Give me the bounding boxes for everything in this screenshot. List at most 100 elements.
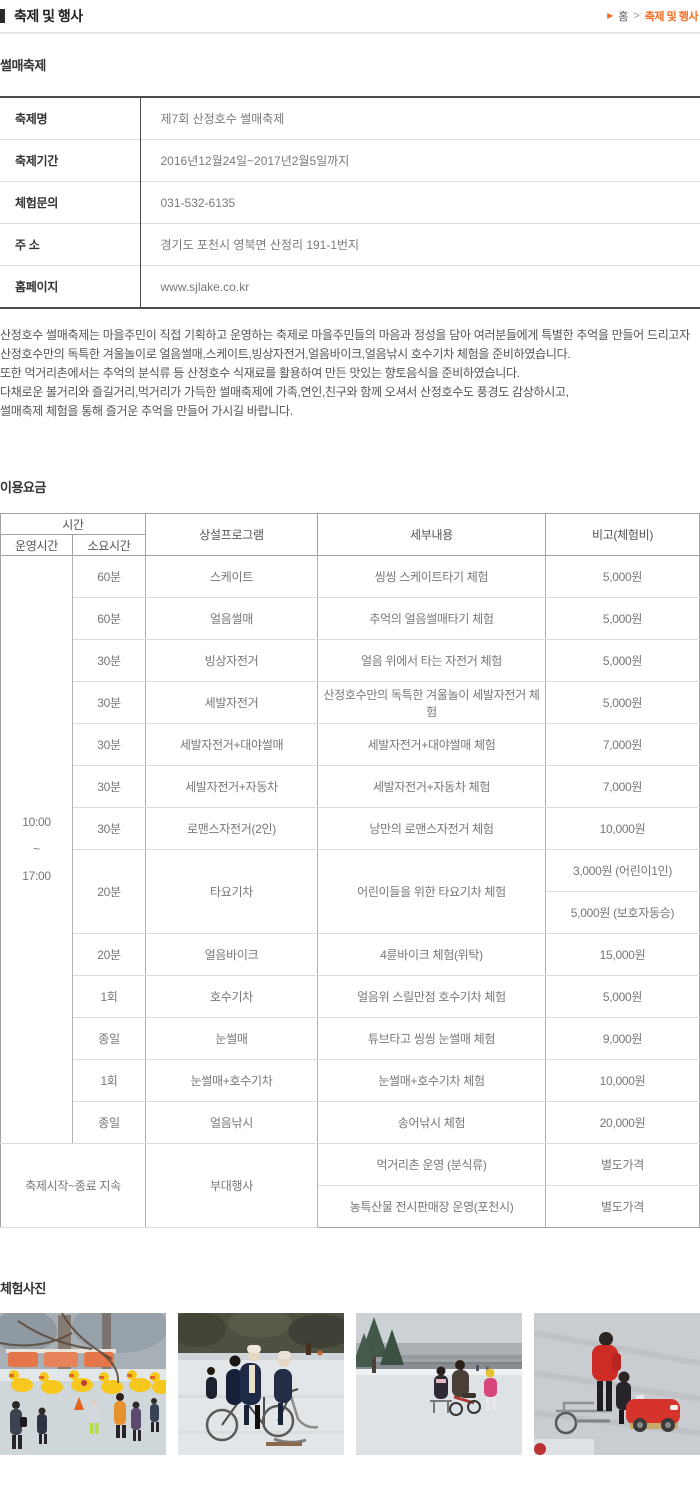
fee-detail: 산정호수만의 독특한 겨울놀이 세발자전거 체험: [317, 681, 547, 724]
fee-row: 10:00 ~17:00 60분 스케이트 씽씽 스케이트타기 체험 5,000원: [0, 555, 700, 1144]
fee-duration: 20분: [71, 849, 147, 934]
festival-page: 축제 및 행사 ▶ 홈 > 축제 및 행사 썰매축제 축제명 제7회 산정호수 썰…: [0, 0, 700, 1455]
photo-ice-cart-image: [534, 1313, 700, 1455]
fee-duration: 30분: [71, 807, 147, 850]
page-header: 축제 및 행사 ▶ 홈 > 축제 및 행사: [0, 0, 700, 34]
fee-duration: 60분: [71, 597, 147, 640]
breadcrumb: ▶ 홈 > 축제 및 행사: [607, 8, 698, 24]
fee-row: 종일 눈썰매 튜브타고 씽씽 눈썰매 체험 9,000원: [1, 1017, 700, 1060]
fee-detail: 얼음위 스릴만점 호수기차 체험: [317, 975, 547, 1018]
fee-price: 15,000원: [545, 933, 700, 976]
fee-header-row: 시간 상설프로그램 세부내용 비고(체험비): [0, 513, 700, 556]
fee-program: 눈썰매: [145, 1017, 319, 1060]
fee-detail: 4륜바이크 체험(위탁): [317, 933, 547, 976]
fee-price: 5,000원: [545, 975, 700, 1018]
description-line: 썰매축제 체험을 통해 즐거운 추억을 만들어 가시길 바랍니다.: [0, 404, 293, 418]
fee-duration: 30분: [71, 723, 147, 766]
fee-price: 별도가격: [545, 1143, 700, 1186]
page-title: 축제 및 행사: [14, 8, 83, 24]
fee-program: 호수기차: [145, 975, 319, 1018]
operating-time-line: ~: [33, 842, 40, 856]
photo-ice-cart-with-toy-car: [534, 1313, 700, 1455]
photo-ice-bicycles: [178, 1313, 344, 1455]
fee-program: 얼음바이크: [145, 933, 319, 976]
photo-duck-boats-image: [0, 1313, 166, 1455]
fee-row: 30분 세발자전거+자동차 세발자전거+자동차 체험 7,000원: [1, 765, 700, 808]
description-line: 산정호수 썰매축제는 마을주민이 직접 기획하고 운영하는 축제로 마을주민들의…: [0, 328, 690, 342]
info-label: 주 소: [0, 223, 141, 266]
fee-table-head: 시간 상설프로그램 세부내용 비고(체험비) 운영시간 소요시간: [0, 513, 700, 556]
photos-section: 체험사진: [0, 1278, 700, 1455]
fee-detail: 튜브타고 씽씽 눈썰매 체험: [317, 1017, 547, 1060]
info-value: 경기도 포천시 영북면 산정리 191-1번지: [140, 223, 700, 266]
fee-program: 세발자전거+자동차: [145, 765, 319, 808]
operating-time-line: 17:00: [22, 869, 51, 883]
fee-row: 1회 눈썰매+호수기차 눈썰매+호수기차 체험 10,000원: [1, 1059, 700, 1102]
fee-duration: 30분: [71, 765, 147, 808]
fee-row: 60분 얼음썰매 추억의 얼음썰매타기 체험 5,000원: [1, 597, 700, 640]
info-value[interactable]: www.sjlake.co.kr: [140, 265, 700, 308]
fee-header-detail: 세부내용: [317, 513, 547, 556]
info-label: 체험문의: [0, 181, 141, 224]
fee-program: 타요기차: [145, 849, 319, 934]
info-value: 2016년12월24일~2017년2월5일까지: [140, 139, 700, 182]
fee-price: 20,000원: [545, 1101, 700, 1144]
info-label: 축제명: [0, 97, 141, 140]
fee-duration: 60분: [71, 555, 147, 598]
fee-row: 30분 빙상자전거 얼음 위에서 타는 자전거 체험 5,000원: [1, 639, 700, 682]
fee-program: 세발자전거: [145, 681, 319, 724]
photo-row: [0, 1313, 700, 1455]
fee-program: 로맨스자전거(2인): [145, 807, 319, 850]
fee-price: 5,000원: [545, 639, 700, 682]
fee-row: 1회 호수기차 얼음위 스릴만점 호수기차 체험 5,000원: [1, 975, 700, 1018]
fee-price: 5,000원 (보호자동승): [545, 891, 700, 934]
fee-duration: 30분: [71, 639, 147, 682]
fee-program: 빙상자전거: [145, 639, 319, 682]
fee-table: 시간 상설프로그램 세부내용 비고(체험비) 운영시간 소요시간 10:00 ~1…: [0, 513, 700, 1228]
fee-operating-time: 10:00 ~17:00: [0, 555, 73, 1144]
fee-duration: 20분: [71, 933, 147, 976]
fee-row: 20분 얼음바이크 4륜바이크 체험(위탁) 15,000원: [1, 933, 700, 976]
fee-detail: 얼음 위에서 타는 자전거 체험: [317, 639, 547, 682]
info-value: 031-532-6135: [140, 181, 700, 224]
photo-ice-bicycles-image: [178, 1313, 344, 1455]
fee-header-duration: 소요시간: [71, 534, 147, 556]
fee-row: 종일 얼음낚시 송어낚시 체험 20,000원: [1, 1101, 700, 1144]
fee-header-time-group: 시간: [0, 513, 147, 535]
fee-duration: 종일: [71, 1017, 147, 1060]
fee-program: 얼음낚시: [145, 1101, 319, 1144]
fee-detail: 세발자전거+자동차 체험: [317, 765, 547, 808]
fee-row: 30분 로맨스자전거(2인) 낭만의 로맨스자전거 체험 10,000원: [1, 807, 700, 850]
fee-duration: 1회: [71, 1059, 147, 1102]
fee-detail: 송어낚시 체험: [317, 1101, 547, 1144]
photo-ice-sled-trikes: [356, 1313, 522, 1455]
fee-duration: 30분: [71, 681, 147, 724]
fee-price: 10,000원: [545, 1059, 700, 1102]
fee-row: 30분 세발자전거+대야썰매 세발자전거+대야썰매 체험 7,000원: [1, 723, 700, 766]
fee-price: 10,000원: [545, 807, 700, 850]
fee-price: 5,000원: [545, 555, 700, 598]
description-line: 또한 먹거리촌에서는 추억의 분식류 등 산정호수 식재료를 활용하여 만든 맛…: [0, 366, 520, 380]
fee-price: 별도가격: [545, 1185, 700, 1228]
title-bullet-icon: [0, 9, 5, 23]
breadcrumb-current: 축제 및 행사: [644, 11, 699, 23]
fee-detail: 추억의 얼음썰매타기 체험: [317, 597, 547, 640]
info-row: 축제기간 2016년12월24일~2017년2월5일까지: [0, 139, 700, 182]
fee-footer-program: 부대행사: [145, 1143, 319, 1228]
fee-row: 30분 세발자전거 산정호수만의 독특한 겨울놀이 세발자전거 체험 5,000원: [1, 681, 700, 724]
sled-festival-section: 썰매축제 축제명 제7회 산정호수 썰매축제 축제기간 2016년12월24일~201…: [0, 55, 700, 421]
photo-duck-boats-on-ice: [0, 1313, 166, 1455]
breadcrumb-arrow-icon: ▶: [607, 11, 614, 20]
fee-detail: 눈썰매+호수기차 체험: [317, 1059, 547, 1102]
sled-festival-title: 썰매축제: [0, 58, 46, 73]
breadcrumb-separator: >: [633, 10, 640, 22]
photo-ice-sled-trikes-image: [356, 1313, 522, 1455]
fee-detail: 낭만의 로맨스자전거 체험: [317, 807, 547, 850]
fee-price: 5,000원: [545, 597, 700, 640]
breadcrumb-home-link[interactable]: 홈: [618, 11, 629, 23]
fee-detail: 농특산물 전시판매장 운영(포천시): [317, 1185, 547, 1228]
fee-price: 3,000원 (어린이1인): [545, 849, 700, 892]
fee-row: 20분 타요기차 어린이들을 위한 타요기차 체험 3,000원 (어린이1인): [1, 849, 700, 934]
fee-footer-row: 농특산물 전시판매장 운영(포천시) 별도가격: [1, 1185, 700, 1228]
info-label: 홈페이지: [0, 265, 141, 308]
